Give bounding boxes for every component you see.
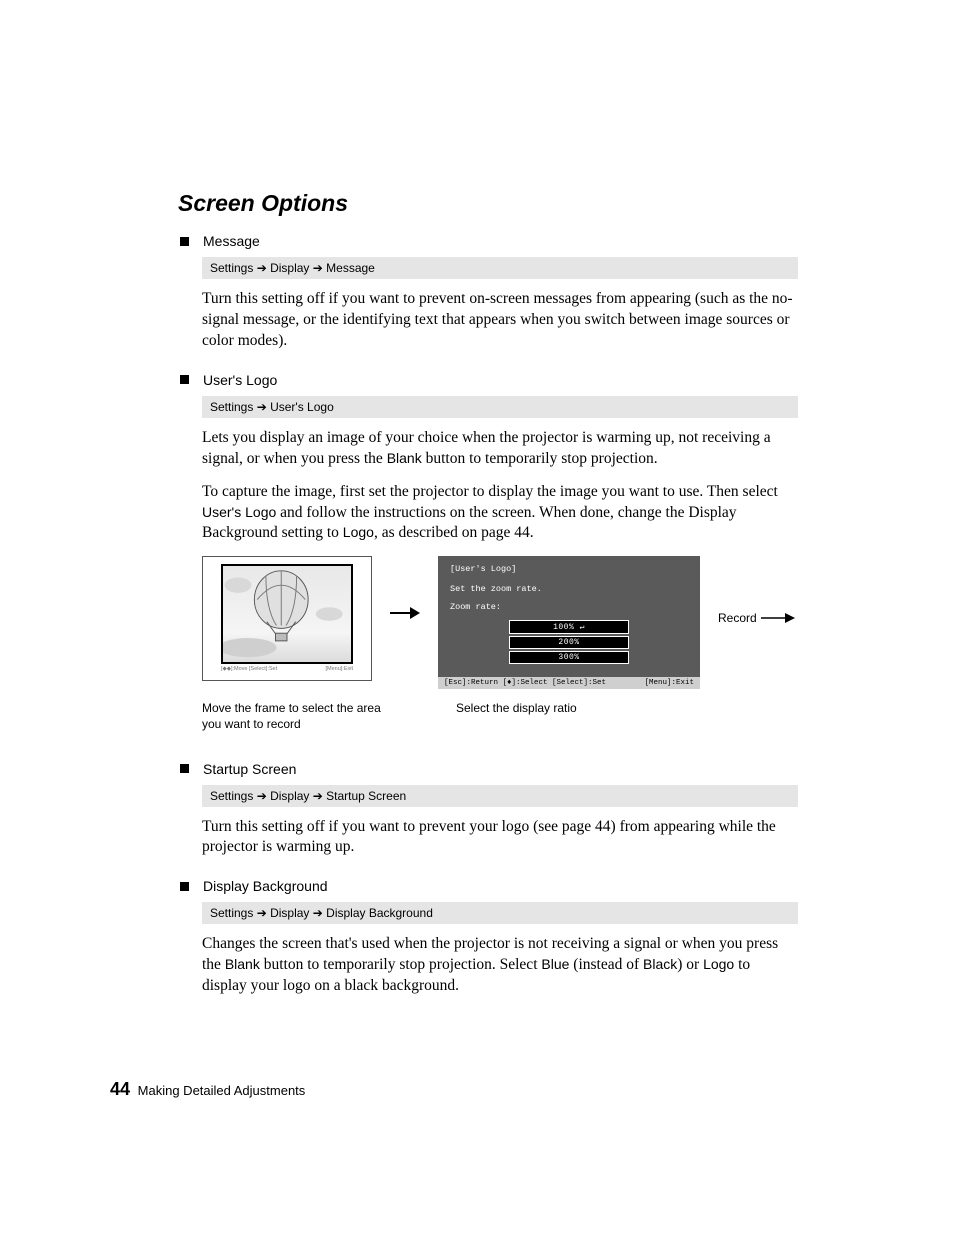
balloon-footer: [◆◆]:Move [Select]:Set [Menu]:Exit — [221, 666, 353, 672]
record-label-row: Record — [718, 611, 795, 625]
osd-option: 100% ↵ — [509, 620, 629, 634]
osd-line: Set the zoom rate. — [450, 584, 688, 594]
text: (instead of — [569, 956, 643, 973]
text: ) or — [677, 956, 703, 973]
osd-foot-left: [Esc]:Return [♦]:Select [Select]:Set — [444, 679, 606, 687]
body-text: Turn this setting off if you want to pre… — [202, 289, 798, 352]
arrow-right-icon — [390, 606, 420, 620]
square-bullet-icon — [180, 375, 189, 384]
text: button to temporarily stop projection. — [422, 450, 658, 467]
section-title: Screen Options — [178, 190, 798, 217]
inline-sans: Logo — [343, 524, 374, 540]
inline-sans: Blank — [225, 956, 260, 972]
figure-left: [◆◆]:Move [Select]:Set [Menu]:Exit — [202, 556, 372, 681]
figure-caption-left: Move the frame to select the area you wa… — [202, 701, 382, 732]
osd-title: [User's Logo] — [450, 564, 688, 574]
osd-line: Zoom rate: — [450, 602, 688, 612]
text: , as described on page 44. — [374, 524, 534, 541]
inline-sans: Blue — [541, 956, 569, 972]
square-bullet-icon — [180, 764, 189, 773]
osd-option: 200% — [509, 636, 629, 649]
page-footer: 44 Making Detailed Adjustments — [110, 1079, 305, 1100]
body-text: Turn this setting off if you want to pre… — [202, 817, 798, 859]
item-header: User's Logo — [180, 372, 798, 388]
inline-sans: Blank — [387, 450, 422, 466]
item-display-background: Display Background Settings ➔ Display ➔ … — [178, 878, 798, 997]
breadcrumb: Settings ➔ Display ➔ Startup Screen — [202, 785, 798, 807]
body-text: To capture the image, first set the proj… — [202, 482, 798, 545]
item-users-logo: User's Logo Settings ➔ User's Logo Lets … — [178, 372, 798, 733]
item-title: Display Background — [203, 878, 328, 894]
osd-footer: [Esc]:Return [♦]:Select [Select]:Set [Me… — [438, 677, 700, 689]
item-title: Message — [203, 233, 260, 249]
square-bullet-icon — [180, 882, 189, 891]
inline-sans: Logo — [703, 956, 734, 972]
page-content: Screen Options Message Settings ➔ Displa… — [178, 190, 798, 1017]
text: button to temporarily stop projection. S… — [260, 956, 542, 973]
item-title: Startup Screen — [203, 761, 296, 777]
chapter-title: Making Detailed Adjustments — [138, 1083, 306, 1098]
item-title: User's Logo — [203, 372, 277, 388]
osd-option: 300% — [509, 651, 629, 664]
body-text: Lets you display an image of your choice… — [202, 428, 798, 470]
balloon-foot-right: [Menu]:Exit — [325, 666, 353, 672]
record-label: Record — [718, 611, 757, 625]
inline-sans: User's Logo — [202, 504, 276, 520]
text: To capture the image, first set the proj… — [202, 483, 778, 500]
arrow-right-icon — [761, 613, 795, 623]
item-startup-screen: Startup Screen Settings ➔ Display ➔ Star… — [178, 761, 798, 859]
balloon-frame: [◆◆]:Move [Select]:Set [Menu]:Exit — [202, 556, 372, 681]
balloon-foot-left: [◆◆]:Move [Select]:Set — [221, 666, 277, 672]
item-header: Message — [180, 233, 798, 249]
breadcrumb: Settings ➔ Display ➔ Display Background — [202, 902, 798, 924]
square-bullet-icon — [180, 237, 189, 246]
item-header: Display Background — [180, 878, 798, 894]
osd-option-label: 100% — [553, 623, 574, 632]
page-number: 44 — [110, 1079, 130, 1099]
breadcrumb: Settings ➔ User's Logo — [202, 396, 798, 418]
figure-right: [User's Logo] Set the zoom rate. Zoom ra… — [438, 556, 700, 689]
osd-foot-right: [Menu]:Exit — [644, 679, 694, 687]
osd-frame: [User's Logo] Set the zoom rate. Zoom ra… — [438, 556, 700, 689]
inline-sans: Black — [643, 956, 677, 972]
balloon-image — [221, 564, 353, 664]
figure-caption-right: Select the display ratio — [456, 701, 577, 717]
item-message: Message Settings ➔ Display ➔ Message Tur… — [178, 233, 798, 352]
body-text: Changes the screen that's used when the … — [202, 934, 798, 997]
osd-body: [User's Logo] Set the zoom rate. Zoom ra… — [438, 556, 700, 677]
figure-row: [◆◆]:Move [Select]:Set [Menu]:Exit [User… — [202, 556, 798, 689]
breadcrumb: Settings ➔ Display ➔ Message — [202, 257, 798, 279]
hot-air-balloon-icon — [223, 566, 351, 662]
item-header: Startup Screen — [180, 761, 798, 777]
